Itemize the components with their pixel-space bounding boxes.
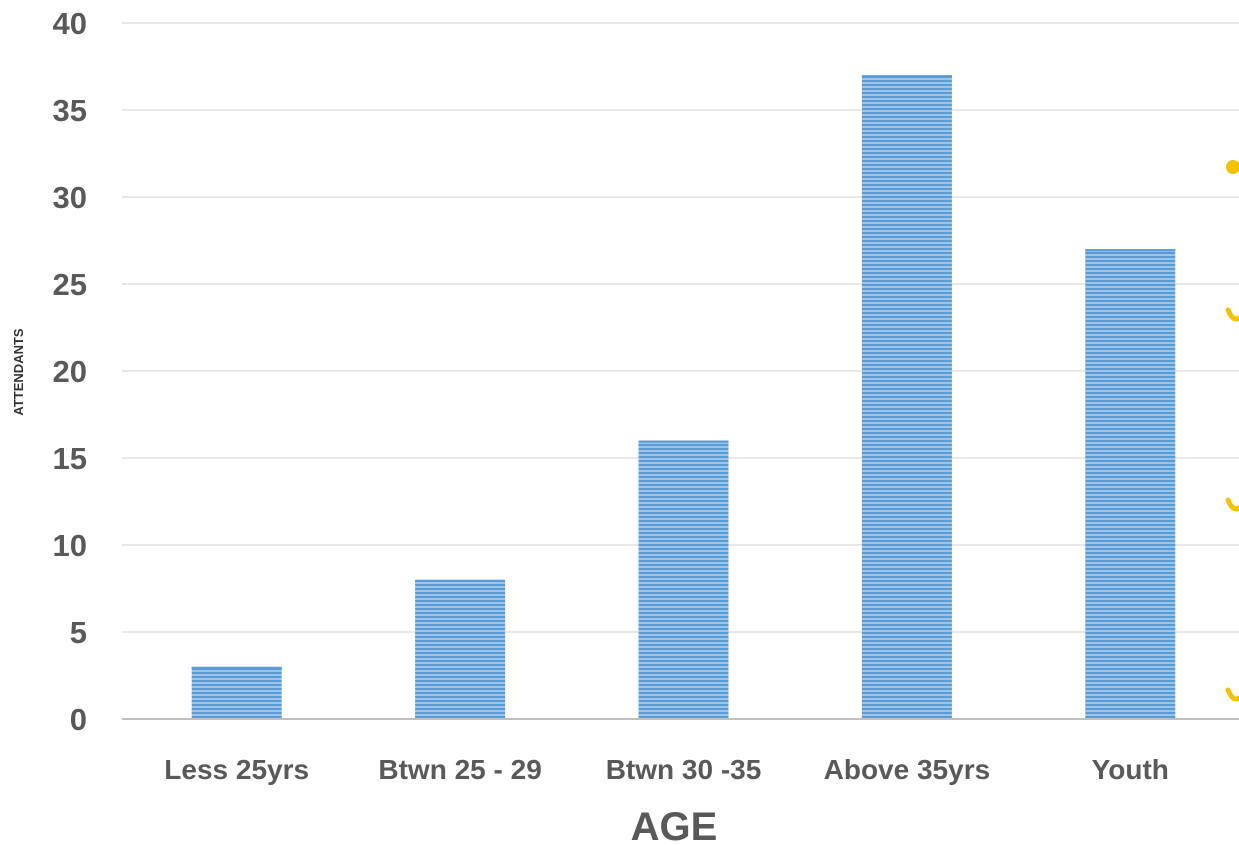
y-tick-label: 10 [53, 528, 87, 563]
accent-mark [1225, 307, 1239, 322]
bar-top-edge [638, 440, 729, 443]
x-category-label: Youth [1092, 754, 1169, 785]
bar-top-edge [1085, 249, 1176, 252]
bars [191, 75, 1176, 719]
accent-mark [1225, 497, 1239, 512]
y-tick-label: 40 [53, 6, 87, 41]
bar-top-edge [415, 579, 506, 582]
y-tick-label: 15 [53, 441, 87, 476]
x-category-label: Less 25yrs [164, 754, 309, 785]
bar [638, 440, 729, 719]
y-tick-label: 25 [53, 267, 87, 302]
bar-top-edge [191, 666, 282, 669]
yellow-accent-marks [1225, 160, 1239, 702]
accent-dot [1226, 160, 1239, 174]
y-tick-label: 35 [53, 93, 87, 128]
y-tick-label: 30 [53, 180, 87, 215]
accent-mark [1225, 687, 1239, 702]
bar [191, 666, 282, 719]
y-axis-title: ATTENDANTS [11, 328, 26, 415]
bar-top-edge [861, 75, 952, 78]
y-tick-label: 0 [70, 702, 87, 737]
bar [861, 75, 952, 719]
y-axis-ticks: 0 5 10 15 20 25 30 35 40 [53, 6, 87, 737]
x-axis-categories: Less 25yrs Btwn 25 - 29 Btwn 30 -35 Above 3… [164, 754, 1169, 785]
x-category-label: Btwn 30 -35 [606, 754, 762, 785]
y-tick-label: 20 [53, 354, 87, 389]
x-axis-title: AGE [631, 805, 718, 845]
y-tick-label: 5 [70, 615, 87, 650]
x-category-label: Above 35yrs [824, 754, 991, 785]
bar [1085, 249, 1176, 719]
x-category-label: Btwn 25 - 29 [378, 754, 541, 785]
bar [415, 579, 506, 719]
